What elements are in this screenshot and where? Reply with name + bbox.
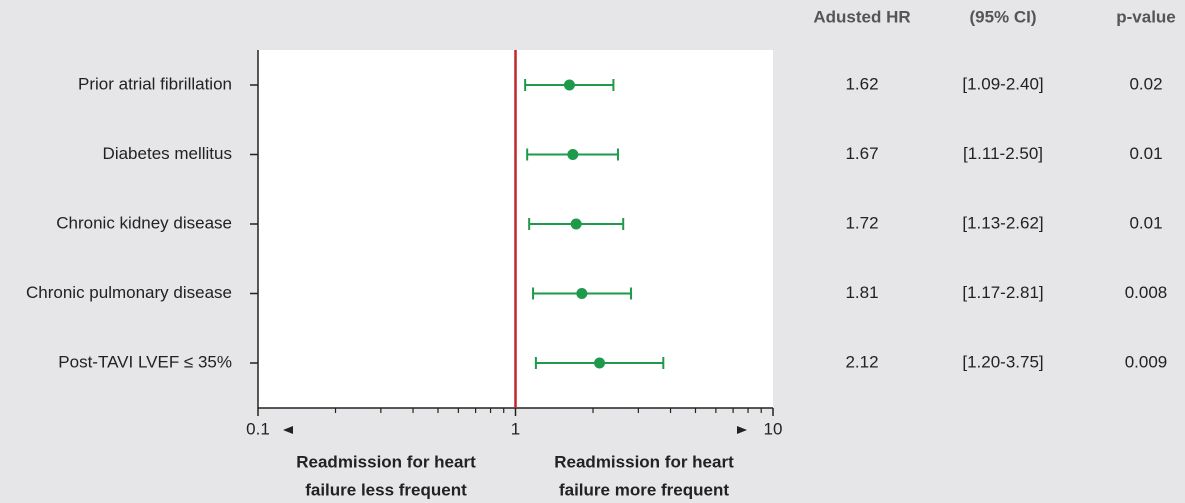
column-header: p-value [1116,7,1176,26]
x-tick-label: 0.1 [246,419,270,438]
annotation: Readmission for heart [296,452,476,471]
point-estimate [576,288,588,299]
hr-value: 1.81 [845,283,878,302]
point-estimate [567,149,579,160]
hr-value: 2.12 [845,352,878,371]
row-label: Diabetes mellitus [103,144,232,163]
row-label: Prior atrial fibrillation [78,74,232,93]
ci-label: [1.13-2.62] [962,213,1043,232]
ci-label: [1.20-3.75] [962,352,1043,371]
x-tick-label: 10 [764,419,783,438]
p-value: 0.008 [1125,283,1168,302]
arrow-head-left [283,426,293,434]
hr-value: 1.72 [845,213,878,232]
row-label: Chronic pulmonary disease [26,283,232,302]
ci-label: [1.17-2.81] [962,283,1043,302]
annotation: Readmission for heart [554,452,734,471]
hr-value: 1.62 [845,74,878,93]
ci-label: [1.09-2.40] [962,74,1043,93]
column-header: (95% CI) [969,7,1036,26]
point-estimate [594,357,606,369]
p-value: 0.01 [1129,213,1162,232]
row-label: Chronic kidney disease [56,213,232,232]
point-estimate [570,218,582,230]
annotation: failure less frequent [305,480,467,499]
p-value: 0.009 [1125,352,1168,371]
ci-label: [1.11-2.50] [963,144,1043,163]
p-value: 0.02 [1129,74,1162,93]
x-tick-label: 1 [511,419,520,438]
column-header: Adusted HR [813,7,910,26]
annotation: failure more frequent [559,480,729,499]
arrow-head-right [737,426,747,434]
hr-value: 1.67 [845,144,878,163]
point-estimate [563,79,575,91]
row-label: Post-TAVI LVEF ≤ 35% [58,352,232,371]
p-value: 0.01 [1129,144,1162,163]
